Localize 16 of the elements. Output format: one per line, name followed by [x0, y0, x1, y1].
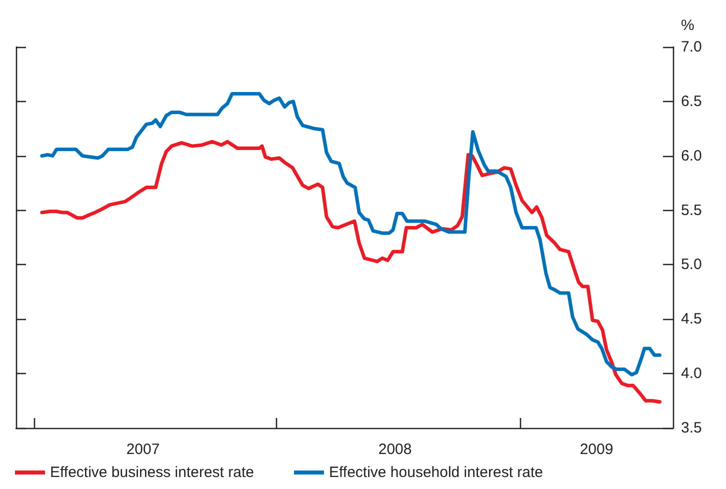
- x-tick-label: 2008: [378, 441, 412, 458]
- y-tick-label: 7.0: [681, 38, 702, 56]
- y-axis-title: %: [681, 17, 694, 34]
- y-tick-label: 3.5: [681, 420, 702, 436]
- legend-label: Effective business interest rate: [50, 464, 254, 481]
- x-tick-label: 2009: [580, 441, 614, 458]
- y-tick-label: 4.0: [681, 365, 702, 382]
- y-tick-label: 5.5: [681, 202, 702, 219]
- y-tick-label: 5.0: [681, 256, 702, 274]
- line-series: [40, 92, 662, 376]
- x-tick-label: 2007: [126, 441, 160, 458]
- legend-label: Effective household interest rate: [328, 464, 544, 481]
- y-tick-label: 4.5: [681, 310, 702, 328]
- y-tick-label: 6.0: [681, 147, 702, 164]
- y-tick-label: 6.5: [681, 92, 702, 110]
- line-series: [40, 140, 662, 404]
